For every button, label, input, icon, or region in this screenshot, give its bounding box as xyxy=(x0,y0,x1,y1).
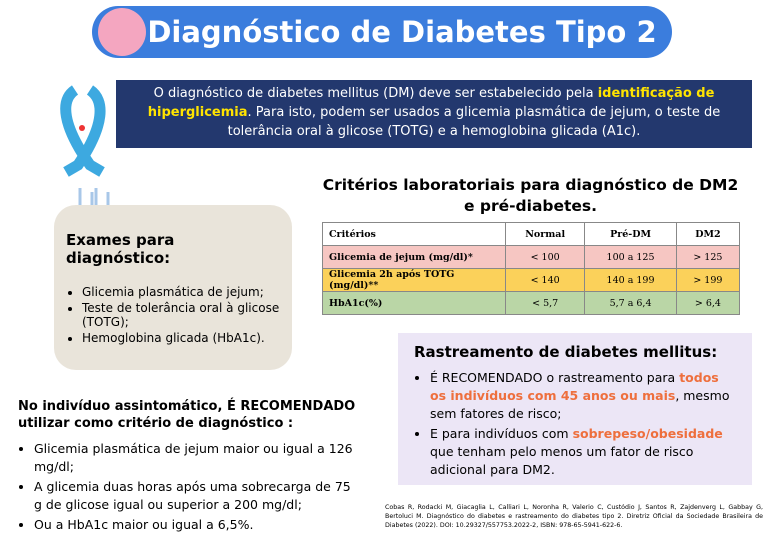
ribbon-dot xyxy=(79,125,85,131)
table-cell: > 125 xyxy=(675,245,741,269)
column-header: DM2 xyxy=(675,222,741,246)
table-cell: < 100 xyxy=(504,245,586,269)
table-row: Glicemia de jejum (mg/dl)* < 100 100 a 125… xyxy=(322,245,741,269)
asymptomatic-box: No indivíduo assintomático, É RECOMENDAD… xyxy=(18,398,358,536)
table-row: HbA1c(%) < 5,7 5,7 a 6,4 > 6,4 xyxy=(322,291,741,315)
title-bar: Diagnóstico de Diabetes Tipo 2 xyxy=(92,6,672,58)
screening-text: E para indivíduos com xyxy=(430,426,573,441)
table-row: Glicemia 2h após TOTG (mg/dl)** < 140 140 … xyxy=(322,268,741,292)
table-cell: 5,7 a 6,4 xyxy=(584,291,677,315)
column-header: Critérios xyxy=(322,222,506,246)
screening-text: , mesmo sem fatores de risco; xyxy=(430,388,730,421)
exam-item: Glicemia plasmática de jejum; xyxy=(82,285,282,299)
table-cell: 100 a 125 xyxy=(584,245,677,269)
intro-text: . Para isto, podem ser usados a glicemia… xyxy=(227,105,721,139)
screening-item: E para indivíduos com sobrepeso/obesidad… xyxy=(430,425,738,479)
criterion-item: Ou a HbA1c maior ou igual a 6,5%. xyxy=(34,516,358,534)
table-cell: HbA1c(%) xyxy=(322,291,506,315)
column-header: Normal xyxy=(504,222,586,246)
exam-item: Hemoglobina glicada (HbA1c). xyxy=(82,331,282,345)
title: Diagnóstico de Diabetes Tipo 2 xyxy=(147,15,657,49)
screening-list: É RECOMENDADO o rastreamento para todos … xyxy=(414,369,738,479)
screening-box: Rastreamento de diabetes mellitus: É RECO… xyxy=(398,333,752,485)
exam-item: Teste de tolerância oral à glicose (TOTG… xyxy=(82,301,282,329)
table-cell: 140 a 199 xyxy=(584,268,677,292)
screening-item: É RECOMENDADO o rastreamento para todos … xyxy=(430,369,738,423)
intro-highlight: identificação de hiperglicemia xyxy=(147,86,715,120)
reference: Cobas R, Rodacki M, Giacaglia L, Calliar… xyxy=(385,504,763,529)
table-cell: > 6,4 xyxy=(675,291,741,315)
table-cell: Glicemia 2h após TOTG (mg/dl)** xyxy=(322,268,506,292)
asymptomatic-title: No indivíduo assintomático, É RECOMENDAD… xyxy=(18,399,356,431)
screening-highlight: sobrepeso/obesidade xyxy=(572,426,723,441)
intro-box: O diagnóstico de diabetes mellitus (DM) … xyxy=(116,80,752,148)
intro-text: O diagnóstico de diabetes mellitus (DM) … xyxy=(153,86,598,101)
table-cell: Glicemia de jejum (mg/dl)* xyxy=(322,245,506,269)
table-cell: > 199 xyxy=(675,268,741,292)
screening-highlight: todos os indivíduos com 45 anos ou mais xyxy=(430,370,719,403)
screening-title: Rastreamento de diabetes mellitus: xyxy=(414,343,718,361)
asymptomatic-list: Glicemia plasmática de jejum maior ou ig… xyxy=(18,440,358,534)
column-header: Pré-DM xyxy=(584,222,677,246)
table-cell: < 5,7 xyxy=(504,291,586,315)
exams-box: Exames para diagnóstico: Glicemia plasmát… xyxy=(54,205,292,370)
exams-title: Exames para diagnóstico: xyxy=(66,231,175,267)
criterion-item: A glicemia duas horas após uma sobrecarg… xyxy=(34,478,358,514)
ribbon xyxy=(60,85,106,177)
header-row: Critérios Normal Pré-DM DM2 xyxy=(322,222,741,246)
exams-list: Glicemia plasmática de jejum; Teste de to… xyxy=(66,285,282,345)
screening-text: que tenham pelo menos um fator de risco … xyxy=(430,444,694,477)
table-cell: < 140 xyxy=(504,268,586,292)
screening-text: É RECOMENDADO o rastreamento para xyxy=(430,370,680,385)
criteria-table: Critérios Normal Pré-DM DM2 Glicemia de jeju… xyxy=(322,222,741,315)
icon xyxy=(98,8,146,56)
table-title: Critérios laboratoriais para diagnóstico… xyxy=(322,176,739,215)
criterion-item: Glicemia plasmática de jejum maior ou ig… xyxy=(34,440,358,476)
